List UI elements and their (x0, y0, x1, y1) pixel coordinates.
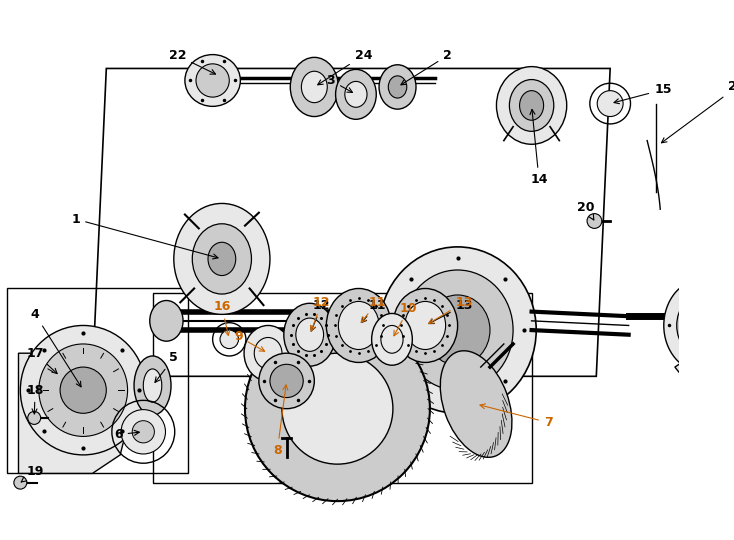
Text: 14: 14 (530, 110, 548, 186)
Text: 24: 24 (318, 49, 372, 85)
Text: 16: 16 (213, 300, 230, 335)
Ellipse shape (14, 476, 27, 489)
Ellipse shape (405, 301, 446, 349)
Text: 6: 6 (114, 428, 139, 441)
Ellipse shape (496, 66, 567, 144)
Text: 10: 10 (394, 302, 418, 336)
Text: 11: 11 (361, 299, 386, 322)
Ellipse shape (694, 190, 713, 212)
Ellipse shape (685, 179, 722, 223)
Ellipse shape (733, 237, 734, 300)
Ellipse shape (174, 204, 270, 314)
Ellipse shape (379, 247, 537, 413)
Ellipse shape (196, 64, 229, 97)
Polygon shape (675, 349, 726, 395)
Ellipse shape (220, 330, 239, 349)
Ellipse shape (192, 224, 252, 294)
Ellipse shape (21, 326, 146, 455)
Text: 24: 24 (0, 539, 1, 540)
Ellipse shape (388, 76, 407, 98)
Ellipse shape (296, 318, 324, 352)
Ellipse shape (270, 364, 303, 397)
Ellipse shape (402, 270, 513, 390)
Text: 20: 20 (578, 201, 595, 220)
Ellipse shape (509, 79, 553, 131)
Ellipse shape (208, 242, 236, 275)
Text: 3: 3 (0, 539, 1, 540)
Ellipse shape (587, 214, 602, 228)
Ellipse shape (245, 316, 430, 501)
Text: 4: 4 (31, 308, 81, 387)
Ellipse shape (715, 206, 734, 256)
Ellipse shape (664, 279, 734, 372)
Ellipse shape (39, 344, 128, 436)
Polygon shape (18, 353, 129, 474)
Ellipse shape (338, 301, 379, 349)
Ellipse shape (393, 288, 457, 362)
Ellipse shape (345, 82, 367, 107)
Ellipse shape (379, 65, 416, 109)
Ellipse shape (28, 411, 40, 424)
Text: 7: 7 (480, 404, 553, 429)
Ellipse shape (150, 300, 183, 341)
Text: 18: 18 (26, 384, 44, 414)
Ellipse shape (302, 71, 327, 103)
Bar (7, 288, 188, 474)
Ellipse shape (134, 356, 171, 415)
Ellipse shape (282, 353, 393, 464)
Text: 2: 2 (401, 49, 452, 85)
Ellipse shape (425, 295, 490, 365)
Text: 9: 9 (234, 330, 264, 351)
Text: 15: 15 (614, 83, 672, 104)
Ellipse shape (185, 55, 240, 106)
Ellipse shape (597, 91, 623, 117)
Ellipse shape (290, 57, 338, 117)
Ellipse shape (520, 91, 544, 120)
Text: 3: 3 (327, 74, 352, 92)
Text: 12: 12 (310, 299, 330, 331)
Text: 5: 5 (155, 352, 178, 382)
Ellipse shape (143, 369, 161, 402)
Text: 12: 12 (310, 296, 330, 331)
Text: 8: 8 (273, 385, 288, 457)
Ellipse shape (259, 353, 314, 409)
Ellipse shape (440, 351, 512, 457)
Text: 13: 13 (429, 296, 473, 323)
Ellipse shape (132, 421, 154, 443)
Ellipse shape (724, 218, 734, 244)
Ellipse shape (121, 410, 165, 454)
Ellipse shape (60, 367, 106, 413)
Ellipse shape (327, 288, 391, 362)
Text: 23: 23 (0, 539, 1, 540)
Text: 22: 22 (169, 49, 216, 74)
Text: 21: 21 (661, 80, 734, 143)
Text: 2: 2 (0, 539, 1, 540)
Ellipse shape (677, 294, 729, 357)
Text: 17: 17 (26, 347, 57, 374)
Text: 13: 13 (429, 299, 473, 323)
Ellipse shape (371, 313, 413, 365)
Ellipse shape (690, 310, 716, 340)
Ellipse shape (335, 69, 377, 119)
Ellipse shape (284, 303, 335, 366)
Text: 11: 11 (361, 296, 386, 322)
Text: 1: 1 (71, 213, 218, 259)
Text: 19: 19 (21, 465, 44, 482)
Ellipse shape (244, 326, 292, 381)
